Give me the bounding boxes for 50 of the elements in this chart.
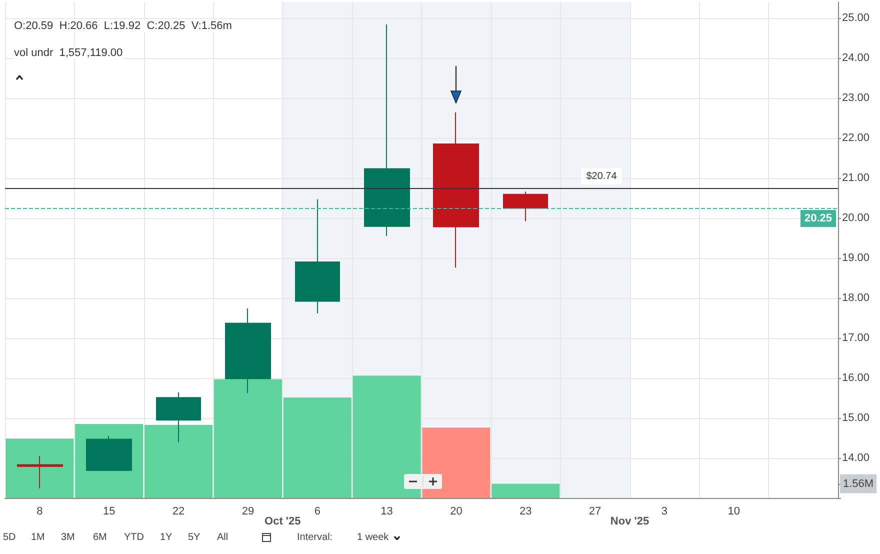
candlestick [503,191,548,222]
candlestick [295,198,340,314]
text: YTD [124,532,144,543]
x-tick-label: 3 [661,506,668,518]
text: 1 week [357,532,389,543]
x-tick-label: 23 [520,506,532,518]
x-tick-label: 22 [172,506,185,518]
y-tick-label: 19.00 [842,252,870,264]
text: All [217,532,228,543]
x-tick-label: 29 [242,506,254,518]
text: 1M [31,532,45,543]
text: 5Y [188,532,200,543]
y-tick-label: 17.00 [842,332,870,344]
bar [492,484,560,498]
x-tick-label: 8 [36,506,43,518]
y-tick-label: 21.00 [842,172,870,184]
candlestick [433,112,479,268]
x-tick-label: 10 [728,506,740,518]
bar [422,428,490,498]
annotation: O:20.59 H:20.66 L:19.92 C:20.25 V:1.56m [14,20,232,32]
y-tick-label: 22.00 [842,132,870,144]
y-tick-label: 16.00 [842,372,870,384]
text: 6M [93,532,107,543]
candlestick [364,24,410,236]
y-tick-label: 18.00 [842,292,870,304]
ref-line-label: $20.74 [586,170,618,182]
x-tick-label: 20 [450,506,462,518]
y2-tick-label: 1.56M [843,478,874,490]
text: Oct '25 [264,516,301,528]
x-tick-label: 6 [314,506,320,518]
x-tick-label: 13 [380,506,393,518]
candlestick [156,392,201,443]
y-tick-label: 23.00 [842,92,870,104]
x-tick-label: 27 [588,506,602,518]
candlestick [17,456,63,489]
y-tick-label: 20.00 [842,212,870,224]
y-tick-label: 15.00 [842,412,870,424]
text: 5D [3,532,16,543]
candlestick [86,436,132,471]
annotation: vol undr 1,557,119.00 [14,47,123,59]
text: 1Y [160,532,172,543]
text: Nov '25 [610,516,650,528]
y-tick-label: 24.00 [842,52,870,64]
candlestick [225,308,271,394]
x-tick-label: 15 [103,506,116,518]
y-tick-label: 14.00 [842,452,870,464]
text: 3M [61,532,75,543]
ref-line-label: 20.25 [804,212,832,224]
y-tick-label: 25.00 [842,12,870,24]
text: Interval: [297,532,333,543]
